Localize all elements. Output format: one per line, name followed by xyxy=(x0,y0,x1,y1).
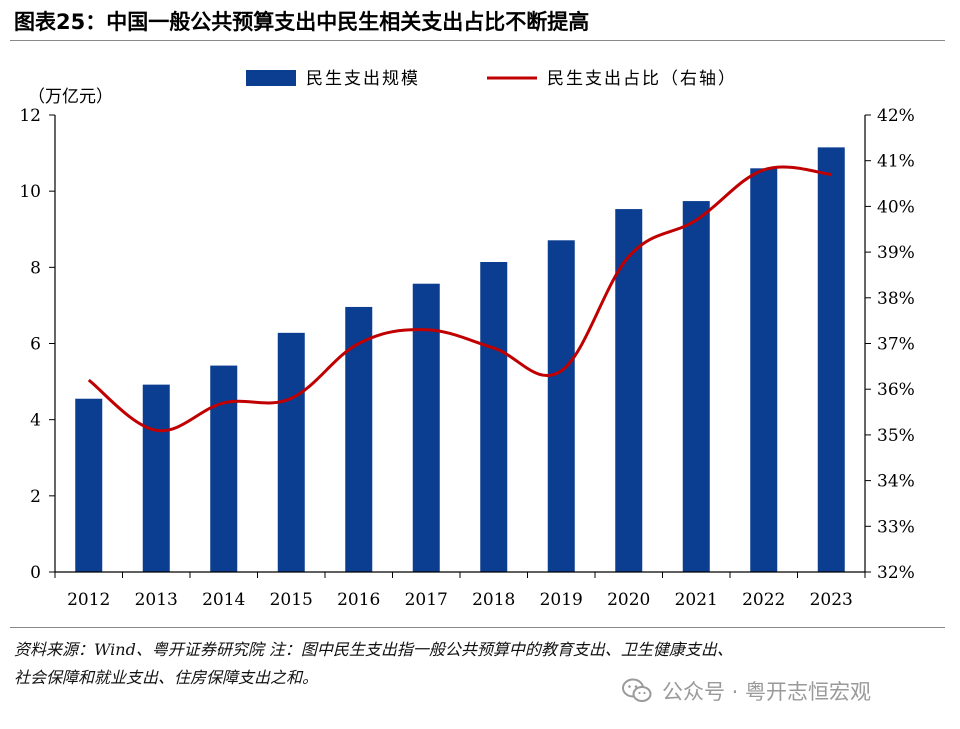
left-tick-label: 6 xyxy=(30,335,41,355)
left-axis-unit-label: （万亿元） xyxy=(28,87,113,107)
bar-2014 xyxy=(210,365,238,572)
right-tick-label: 40% xyxy=(877,197,915,217)
bar-2013 xyxy=(142,384,170,572)
x-tick-label-2013: 2013 xyxy=(135,590,178,610)
x-tick-label-2017: 2017 xyxy=(405,590,448,610)
right-tick-label: 35% xyxy=(877,426,915,446)
left-tick-label: 0 xyxy=(30,563,41,583)
line-series xyxy=(87,165,832,433)
right-tick-label: 38% xyxy=(877,289,915,309)
wechat-icon xyxy=(622,678,652,702)
bottom-divider xyxy=(10,627,945,628)
bar-series xyxy=(75,147,845,573)
legend-bar-swatch xyxy=(246,70,296,86)
left-tick-label: 12 xyxy=(19,106,41,126)
right-tick-label: 34% xyxy=(877,472,915,492)
bar-2012 xyxy=(75,398,103,572)
x-tick-label-2022: 2022 xyxy=(742,590,785,610)
left-tick-label: 10 xyxy=(19,182,41,202)
bar-2023 xyxy=(817,147,845,572)
right-tick-label: 42% xyxy=(877,106,915,126)
bar-2019 xyxy=(547,240,575,572)
right-tick-label: 33% xyxy=(877,517,915,537)
left-tick-label: 8 xyxy=(30,258,41,278)
x-tick-label-2023: 2023 xyxy=(810,590,853,610)
legend: 民生支出规模 民生支出占比（右轴） xyxy=(246,69,737,89)
x-tick-label-2020: 2020 xyxy=(607,590,650,610)
chart: 民生支出规模 民生支出占比（右轴） （万亿元） 2012 2013 2014 2015 2… xyxy=(19,69,915,610)
right-tick-label: 41% xyxy=(877,152,915,172)
x-tick-label-2014: 2014 xyxy=(202,590,245,610)
right-tick-label: 37% xyxy=(877,335,915,355)
left-tick-label: 2 xyxy=(30,487,41,507)
x-tick-label-2019: 2019 xyxy=(540,590,583,610)
source-note-line2: 社会保障和就业支出、住房保障支出之和。 xyxy=(14,668,319,687)
x-tick-label-2015: 2015 xyxy=(270,590,313,610)
figure-title: 图表25：中国一般公共预算支出中民生相关支出占比不断提高 xyxy=(14,10,590,34)
x-tick-label-2016: 2016 xyxy=(337,590,380,610)
x-axis-ticks: 2012 2013 2014 2015 2016 2017 2018 2019 2020 2021… xyxy=(54,572,866,610)
bar-2018 xyxy=(480,262,508,572)
left-axis-ticks: 0 2 4 6 8 10 12 xyxy=(19,106,55,583)
right-axis-ticks: 32% 33% 34% 35% 36% 37% 38% 39% 40% 41% 42% xyxy=(865,106,915,583)
right-tick-label: 36% xyxy=(877,380,915,400)
watermark-text: 公众号 · 粤开志恒宏观 xyxy=(662,680,872,704)
bar-2020 xyxy=(615,209,643,572)
top-divider xyxy=(10,40,945,41)
right-tick-label: 39% xyxy=(877,243,915,263)
right-tick-label: 32% xyxy=(877,563,915,583)
bar-2015 xyxy=(277,332,305,572)
x-tick-label-2018: 2018 xyxy=(472,590,515,610)
bar-2021 xyxy=(682,201,710,572)
x-tick-label-2012: 2012 xyxy=(67,590,110,610)
line-path-share xyxy=(87,165,832,433)
source-note-line1: 资料来源：Wind、粤开证券研究院 注：图中民生支出指一般公共预算中的教育支出、… xyxy=(14,640,733,659)
left-tick-label: 4 xyxy=(30,411,41,431)
bar-2017 xyxy=(412,283,440,572)
watermark: 公众号 · 粤开志恒宏观 xyxy=(622,676,871,706)
bar-2022 xyxy=(750,168,778,573)
legend-label-line: 民生支出占比（右轴） xyxy=(547,69,737,89)
x-tick-label-2021: 2021 xyxy=(675,590,718,610)
bar-2016 xyxy=(345,306,373,572)
legend-label-bar: 民生支出规模 xyxy=(306,69,420,89)
axes xyxy=(54,115,866,573)
